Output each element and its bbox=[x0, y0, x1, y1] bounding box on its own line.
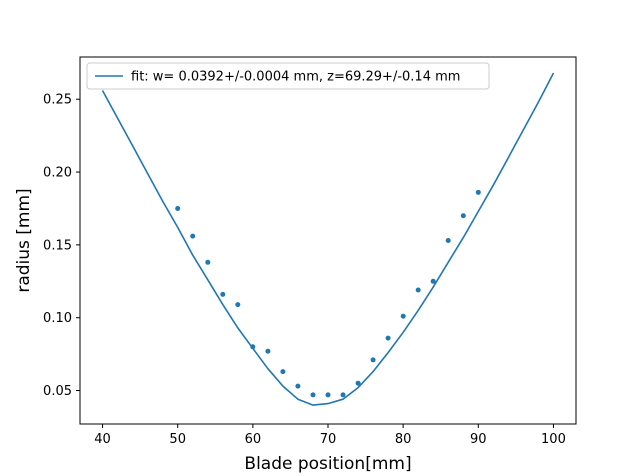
legend: fit: w= 0.0392+/-0.0004 mm, z=69.29+/-0.… bbox=[86, 62, 490, 90]
data-point bbox=[205, 259, 211, 265]
data-point bbox=[310, 392, 316, 398]
x-tick-label: 80 bbox=[395, 432, 412, 447]
x-tick-label: 70 bbox=[320, 432, 337, 447]
data-point bbox=[415, 287, 421, 293]
data-point bbox=[265, 348, 271, 354]
data-point bbox=[385, 335, 391, 341]
y-tick-label: 0.05 bbox=[43, 384, 72, 399]
y-tick-label: 0.10 bbox=[43, 311, 72, 326]
x-tick-label: 90 bbox=[470, 432, 487, 447]
data-point bbox=[400, 313, 406, 319]
data-point bbox=[190, 233, 196, 239]
data-point bbox=[475, 189, 481, 195]
data-point bbox=[445, 238, 451, 243]
y-tick-label: 0.15 bbox=[43, 238, 72, 253]
ticks-layer: 40 50 60 70 80 90 100 0.05 0.10 0.15 0.20 0.25 bbox=[43, 93, 566, 447]
data-point bbox=[355, 380, 361, 386]
data-point bbox=[460, 213, 466, 219]
x-tick-label: 50 bbox=[169, 432, 186, 447]
data-point bbox=[280, 369, 286, 375]
x-tick-label: 60 bbox=[245, 432, 262, 447]
legend-box bbox=[86, 62, 490, 90]
x-tick-label: 100 bbox=[541, 432, 566, 447]
legend-label-fit: fit: w= 0.0392+/-0.0004 mm, z=69.29+/-0.… bbox=[131, 70, 460, 85]
series-layer bbox=[101, 72, 555, 406]
data-point bbox=[295, 383, 301, 389]
data-point bbox=[235, 302, 241, 308]
data-point bbox=[370, 357, 376, 363]
data-point bbox=[430, 278, 436, 284]
data-point bbox=[340, 392, 346, 398]
x-tick-label: 40 bbox=[94, 432, 111, 447]
data-point bbox=[220, 291, 226, 297]
plot-area bbox=[79, 56, 577, 425]
y-tick-label: 0.25 bbox=[43, 93, 72, 108]
data-point bbox=[325, 392, 331, 398]
data-point bbox=[175, 206, 181, 211]
x-axis-label: Blade position[mm] bbox=[244, 454, 411, 474]
y-axis-label: radius [mm] bbox=[14, 188, 34, 292]
fit-line bbox=[101, 72, 555, 406]
y-tick-label: 0.20 bbox=[43, 166, 72, 181]
